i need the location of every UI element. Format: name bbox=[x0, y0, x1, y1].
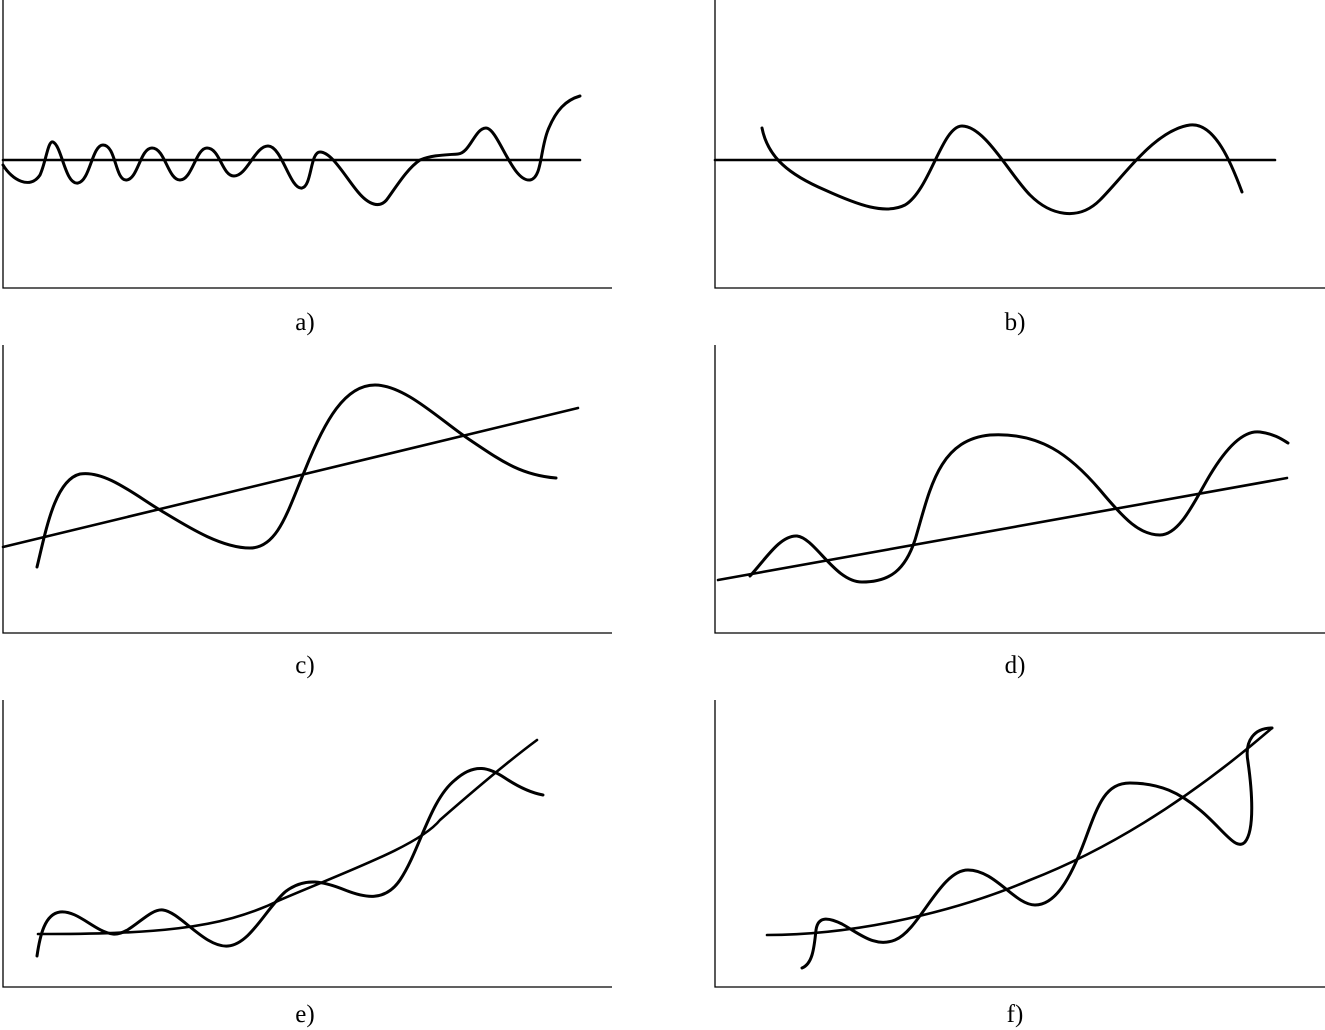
panel-d-trend-line bbox=[716, 476, 1289, 582]
panel-a-axes bbox=[2, 0, 612, 289]
panel-e-series-curve bbox=[35, 767, 545, 958]
panel-a-caption: a) bbox=[295, 309, 314, 336]
panel-c-caption: c) bbox=[295, 652, 314, 679]
panel-f: f) bbox=[714, 700, 1325, 1028]
panel-e-trend-curve bbox=[36, 738, 539, 936]
panel-a-series-curve bbox=[1, 94, 582, 207]
panel-b-caption: b) bbox=[1005, 309, 1026, 336]
panel-a: a) bbox=[1, 0, 612, 336]
panel-f-series-curve bbox=[800, 726, 1274, 970]
panel-e-caption: e) bbox=[295, 1001, 314, 1028]
panel-d-caption: d) bbox=[1005, 652, 1026, 679]
panel-b-axes bbox=[714, 0, 1325, 289]
panel-b: b) bbox=[713, 0, 1325, 336]
panel-f-caption: f) bbox=[1007, 1001, 1024, 1028]
panel-d: d) bbox=[714, 345, 1325, 679]
panel-d-series-curve bbox=[748, 430, 1290, 584]
panel-c: c) bbox=[1, 345, 612, 679]
panel-f-axes bbox=[714, 700, 1325, 988]
panel-b-series-curve bbox=[760, 123, 1244, 216]
panel-f-trend-curve bbox=[765, 726, 1274, 937]
panel-d-axes bbox=[714, 345, 1325, 634]
panel-c-axes bbox=[2, 345, 612, 634]
panel-e: e) bbox=[2, 700, 612, 1028]
panel-e-axes bbox=[2, 700, 612, 988]
panel-c-series-curve bbox=[35, 383, 558, 569]
panel-c-trend-line bbox=[1, 406, 580, 549]
